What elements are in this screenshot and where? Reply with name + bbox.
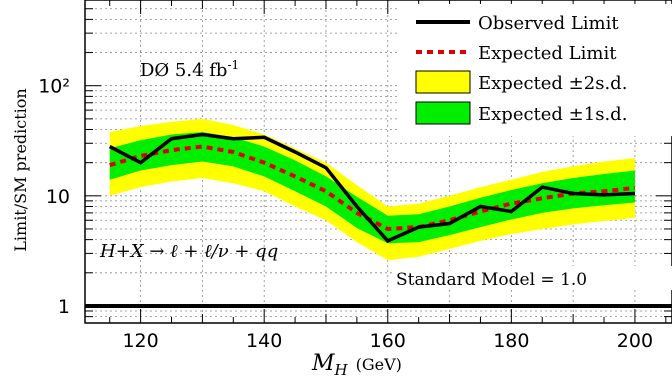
y-tick-label: 10²	[38, 76, 70, 98]
legend-entry-1sd: Expected ±1s.d.	[415, 101, 627, 125]
x-tick-label: 200	[617, 330, 653, 352]
legend: Observed Limit Expected Limit Expected ±…	[400, 4, 672, 136]
x-tick-label: 160	[370, 330, 406, 352]
sm-label-background	[394, 266, 672, 290]
legend-label-2sd: Expected ±2s.d.	[478, 73, 627, 94]
experiment-label: DØ 5.4 fb-1	[140, 58, 239, 81]
series-expected-line	[109, 144, 636, 231]
plot-frame	[84, 0, 672, 324]
band-1sd	[109, 131, 635, 244]
legend-swatch-2sd	[415, 70, 471, 94]
x-axis-label: MH (GeV)	[311, 351, 402, 379]
y-axis-label: Limit/SM prediction	[11, 88, 30, 251]
x-tick-label: 120	[122, 330, 158, 352]
y-tick-label: 10	[46, 186, 70, 208]
series-observed-line	[108, 132, 636, 243]
legend-label-observed: Observed Limit	[478, 13, 619, 34]
x-tick-label: 140	[246, 330, 282, 352]
y-tick-labels: 1 10 10²	[38, 76, 70, 318]
legend-label-expected: Expected Limit	[478, 43, 617, 64]
sm-reference-label: Standard Model = 1.0	[396, 270, 587, 290]
legend-entry-observed: Observed Limit	[416, 13, 619, 34]
axis-ticks	[85, 0, 672, 324]
x-tick-labels: 120 140 160 180 200	[122, 330, 653, 352]
legend-swatch-1sd	[415, 101, 471, 125]
legend-entry-2sd: Expected ±2s.d.	[415, 70, 627, 94]
process-label: H+X → ℓ + ℓ/ν + qq	[99, 241, 278, 262]
x-tick-label: 180	[493, 330, 529, 352]
legend-label-1sd: Expected ±1s.d.	[478, 104, 627, 125]
y-tick-label: 1	[58, 296, 70, 318]
legend-entry-expected: Expected Limit	[416, 43, 617, 64]
